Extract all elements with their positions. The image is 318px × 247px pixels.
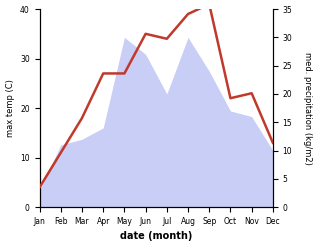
Y-axis label: med. precipitation (kg/m2): med. precipitation (kg/m2) bbox=[303, 52, 313, 165]
Y-axis label: max temp (C): max temp (C) bbox=[5, 79, 15, 137]
X-axis label: date (month): date (month) bbox=[120, 231, 192, 242]
